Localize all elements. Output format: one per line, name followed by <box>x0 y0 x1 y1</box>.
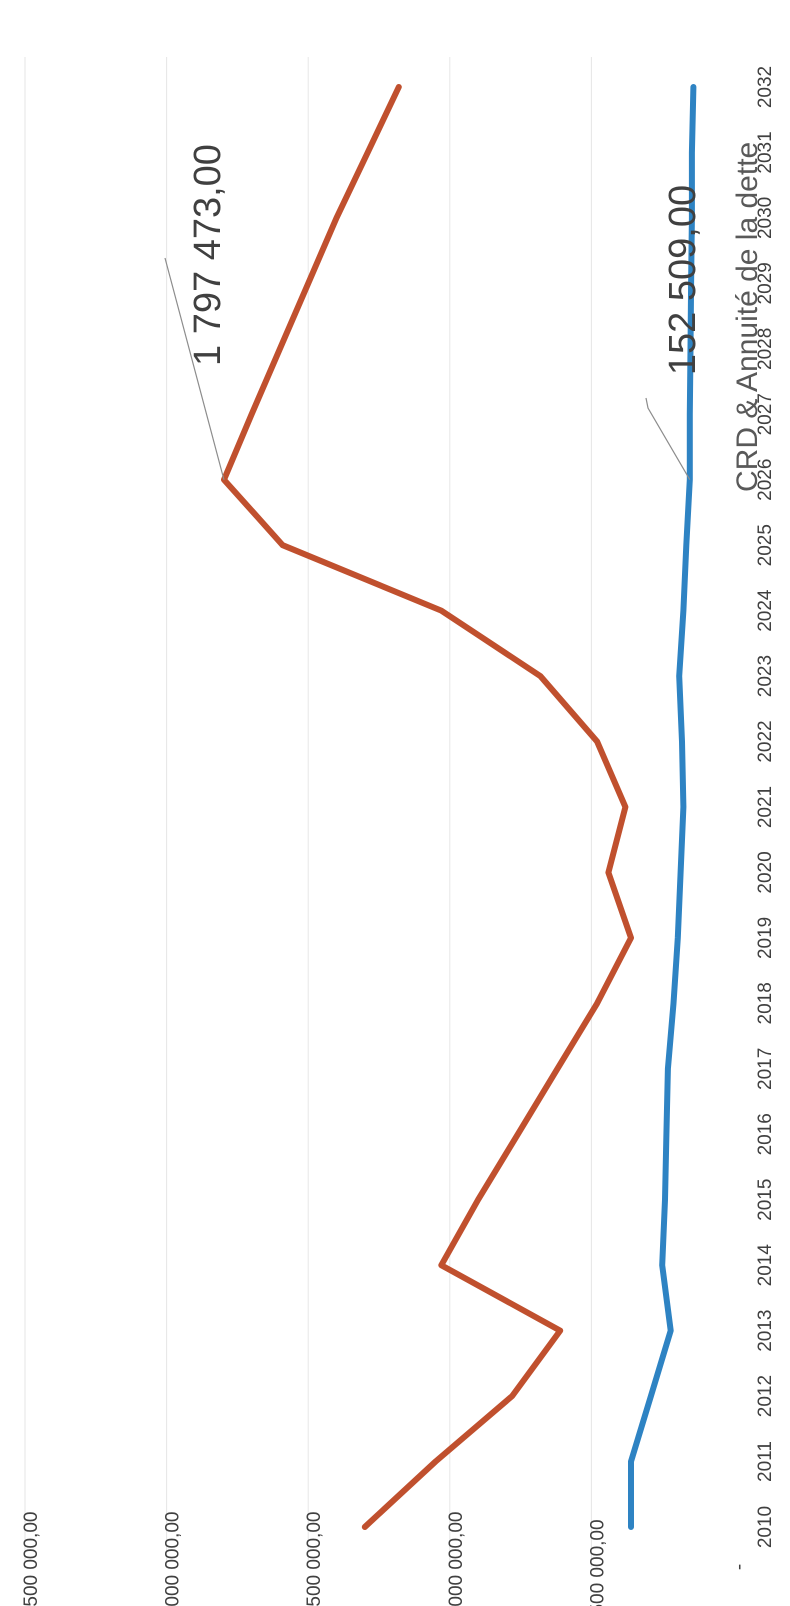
category-tick-label: 2017 <box>755 1048 776 1090</box>
category-tick-label: 2014 <box>755 1244 776 1287</box>
data-label-leader <box>164 257 225 480</box>
data-label-leader <box>645 397 691 481</box>
data-label: 1 797 473,00 <box>187 144 229 366</box>
category-tick-label: 2011 <box>755 1441 776 1482</box>
category-tick-label: 2027 <box>755 393 776 435</box>
value-tick-label: 2 500 000,00 <box>21 1512 42 1606</box>
category-tick-label: 2029 <box>755 262 776 304</box>
category-tick-label: 2032 <box>755 66 776 108</box>
value-axis-labels: - 500 000,00 1 000 000,00 1 500 000,00 2 000… <box>21 1512 750 1606</box>
category-tick-label: 2021 <box>755 786 776 828</box>
category-tick-label: 2030 <box>755 197 776 239</box>
category-tick-label: 2026 <box>755 459 776 501</box>
category-tick-label: 2015 <box>755 1179 776 1221</box>
category-tick-label: 2010 <box>755 1506 776 1548</box>
category-tick-label: 2022 <box>755 720 776 762</box>
series-layer <box>221 84 697 1530</box>
value-tick-label: - <box>729 1564 750 1570</box>
category-tick-label: 2019 <box>755 917 776 959</box>
series-line <box>221 84 634 1530</box>
category-tick-label: 2028 <box>755 328 776 370</box>
data-labels: 1 797 473,00 152 509,00 <box>187 144 704 375</box>
category-tick-label: 2018 <box>755 982 776 1024</box>
value-tick-label: 1 500 000,00 <box>304 1512 325 1606</box>
value-tick-label: 1 000 000,00 <box>446 1512 467 1606</box>
gridlines <box>24 57 592 1567</box>
category-tick-label: 2025 <box>755 524 776 566</box>
chart-title: CRD & Annuité de la dette <box>731 142 764 492</box>
value-tick-label: 500 000,00 <box>587 1519 608 1606</box>
category-tick-label: 2016 <box>755 1113 776 1155</box>
category-tick-label: 2012 <box>755 1375 776 1417</box>
data-label-leaders <box>164 257 691 481</box>
category-tick-label: 2024 <box>755 589 776 632</box>
category-tick-label: 2031 <box>755 131 776 173</box>
category-tick-label: 2023 <box>755 655 776 697</box>
category-tick-label: 2020 <box>755 851 776 893</box>
data-label: 152 509,00 <box>662 185 704 375</box>
category-axis-labels: 2010 2011 2012 2013 2014 2015 2016 2017 2018 2019… <box>755 66 776 1548</box>
value-tick-label: 2 000 000,00 <box>163 1512 184 1606</box>
category-tick-label: 2013 <box>755 1309 776 1351</box>
